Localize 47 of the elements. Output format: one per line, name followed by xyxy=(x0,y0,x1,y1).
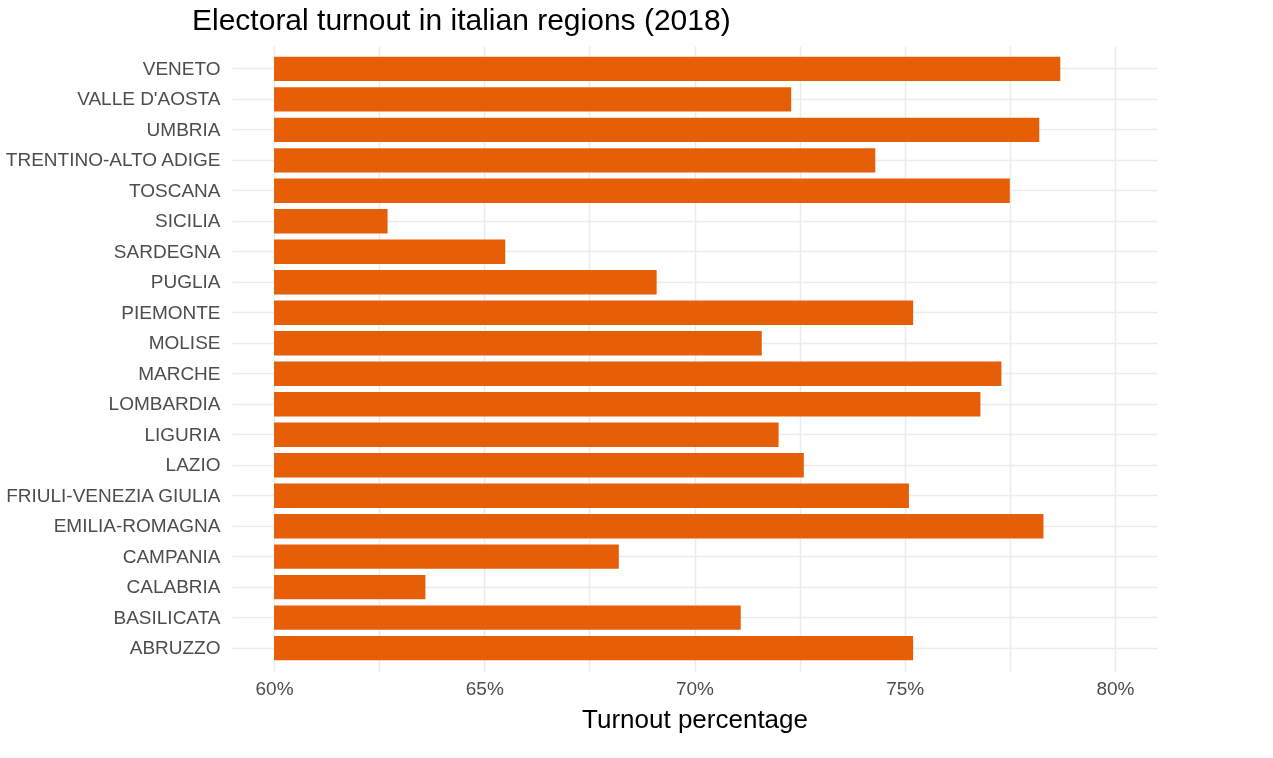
y-tick-label: LAZIO xyxy=(165,454,221,476)
bar xyxy=(274,87,792,112)
y-tick-label: MARCHE xyxy=(138,362,221,384)
y-tick-label: CALABRIA xyxy=(126,576,221,598)
y-tick-label: TOSCANA xyxy=(128,179,221,201)
bar xyxy=(274,605,741,630)
y-tick-label: EMILIA-ROMAGNA xyxy=(53,515,221,537)
y-tick-label: UMBRIA xyxy=(146,118,221,140)
bar xyxy=(274,361,1002,386)
bar xyxy=(274,483,909,508)
bar xyxy=(274,513,1044,539)
bar xyxy=(274,270,657,295)
bar xyxy=(274,56,1061,82)
x-tick-label: 60% xyxy=(255,677,294,699)
x-axis-title: Turnout percentage xyxy=(582,703,808,734)
bar xyxy=(274,300,914,325)
y-tick-label: SARDEGNA xyxy=(113,240,221,262)
x-tick-label: 65% xyxy=(465,677,504,699)
bar xyxy=(274,239,506,264)
bar xyxy=(274,453,804,478)
y-tick-label: VALLE D'AOSTA xyxy=(77,88,221,110)
bar xyxy=(274,178,1010,204)
y-tick-label: SICILIA xyxy=(155,210,221,232)
bar xyxy=(274,635,914,661)
y-tick-label: MOLISE xyxy=(148,332,221,354)
y-tick-label: PIEMONTE xyxy=(121,301,221,323)
bar xyxy=(274,574,426,600)
bar xyxy=(274,209,388,234)
bar xyxy=(274,331,762,356)
x-tick-label: 80% xyxy=(1096,677,1135,699)
x-tick-label: 70% xyxy=(675,677,715,699)
y-tick-label: ABRUZZO xyxy=(129,637,221,659)
y-tick-label: LIGURIA xyxy=(144,423,221,445)
bar xyxy=(274,148,876,173)
chart-title: Electoral turnout in italian regions (2018) xyxy=(192,3,731,36)
x-tick-label: 75% xyxy=(886,677,925,699)
y-tick-label: FRIULI-VENEZIA GIULIA xyxy=(6,484,221,506)
y-tick-label: LOMBARDIA xyxy=(108,393,221,415)
y-tick-label: CAMPANIA xyxy=(122,545,221,567)
y-tick-label: TRENTINO-ALTO ADIGE xyxy=(5,149,221,171)
bar xyxy=(274,117,1040,143)
y-tick-label: PUGLIA xyxy=(150,271,221,293)
bar xyxy=(274,392,981,417)
y-tick-label: BASILICATA xyxy=(113,606,221,628)
bar xyxy=(274,422,779,447)
y-tick-label: VENETO xyxy=(142,57,221,79)
bar xyxy=(274,544,619,569)
